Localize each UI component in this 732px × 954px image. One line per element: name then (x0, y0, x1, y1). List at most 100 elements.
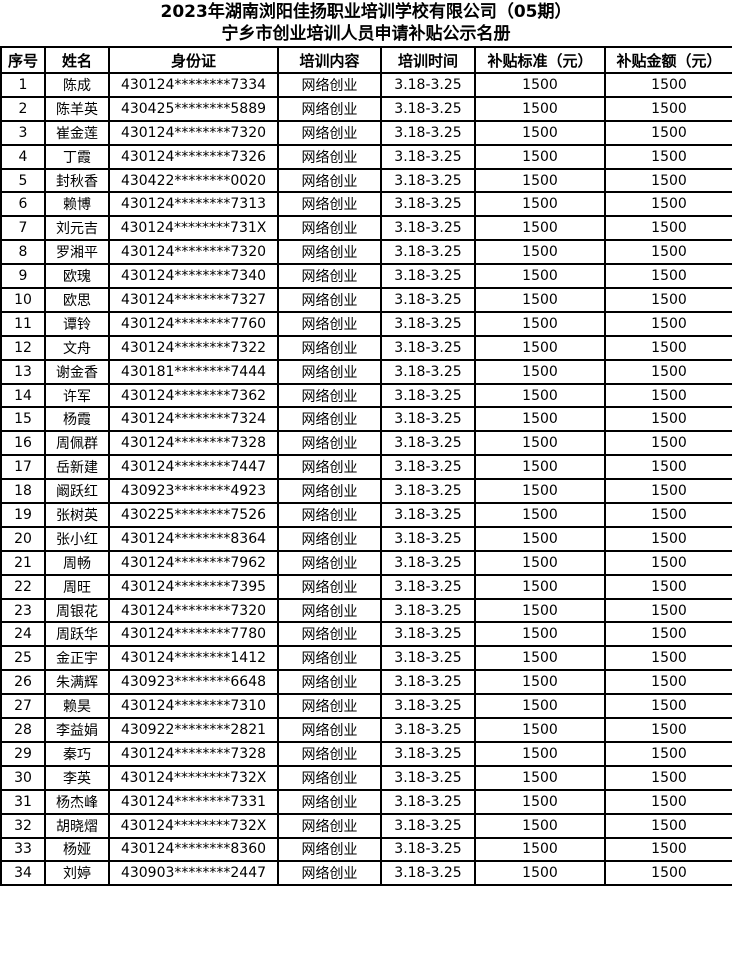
table-row: 24 周跃华 430124********7780 网络创业 3.18-3.25 1500… (0, 621, 732, 648)
cell-training_time: 3.18-3.25 (380, 693, 476, 720)
cell-id_number: 430124********7331 (108, 788, 279, 815)
cell-subsidy_amount: 1500 (604, 573, 732, 600)
cell-id_number: 430124********7320 (108, 239, 279, 266)
table-row: 10 欧思 430124********7327 网络创业 3.18-3.25 1500 1… (0, 287, 732, 313)
cell-subsidy_amount: 1500 (604, 502, 732, 528)
cell-subsidy_standard: 1500 (474, 788, 606, 815)
cell-training_content: 网络创业 (277, 836, 382, 863)
cell-training_time: 3.18-3.25 (380, 812, 476, 839)
cell-subsidy_standard: 1500 (474, 621, 606, 648)
cell-name: 杨杰峰 (44, 788, 110, 815)
cell-subsidy_amount: 1500 (604, 621, 732, 648)
header-subsidy-standard: 补贴标准（元） (474, 46, 606, 74)
cell-id_number: 430124********732X (108, 764, 279, 791)
table-row: 9 欧瑰 430124********7340 网络创业 3.18-3.25 1500 15… (0, 263, 732, 290)
cell-name: 罗湘平 (44, 239, 110, 266)
table-row: 8 罗湘平 430124********7320 网络创业 3.18-3.25 1500 1… (0, 239, 732, 266)
cell-name: 陈羊英 (44, 95, 110, 122)
cell-index: 12 (0, 334, 46, 361)
cell-name: 崔金莲 (44, 119, 110, 146)
cell-training_content: 网络创业 (277, 358, 382, 385)
cell-training_time: 3.18-3.25 (380, 191, 476, 218)
table-row: 16 周佩群 430124********7328 网络创业 3.18-3.25 1500… (0, 430, 732, 457)
cell-subsidy_standard: 1500 (474, 860, 606, 887)
cell-training_time: 3.18-3.25 (380, 764, 476, 791)
cell-id_number: 430124********7760 (108, 310, 279, 337)
cell-index: 14 (0, 382, 46, 409)
cell-training_content: 网络创业 (277, 597, 382, 624)
cell-id_number: 430124********7328 (108, 430, 279, 457)
cell-subsidy_amount: 1500 (604, 525, 732, 552)
cell-subsidy_standard: 1500 (474, 454, 606, 481)
title-line-2: 宁乡市创业培训人员申请补贴公示名册 (221, 24, 511, 44)
cell-training_content: 网络创业 (277, 119, 382, 146)
cell-training_content: 网络创业 (277, 860, 382, 887)
subsidy-roster-table: 序号 姓名 身份证 培训内容 培训时间 补贴标准（元） 补贴金额（元） 1 陈成 4… (0, 46, 732, 887)
cell-index: 32 (0, 812, 46, 839)
cell-subsidy_amount: 1500 (604, 72, 732, 98)
cell-subsidy_standard: 1500 (474, 836, 606, 863)
cell-training_content: 网络创业 (277, 621, 382, 648)
cell-name: 刘元吉 (44, 215, 110, 242)
cell-training_time: 3.18-3.25 (380, 502, 476, 528)
table-row: 4 丁霞 430124********7326 网络创业 3.18-3.25 1500 15… (0, 143, 732, 170)
cell-training_content: 网络创业 (277, 764, 382, 791)
table-body: 1 陈成 430124********7334 网络创业 3.18-3.25 1500 15… (0, 72, 732, 887)
cell-id_number: 430124********7340 (108, 263, 279, 290)
cell-name: 岳新建 (44, 454, 110, 481)
cell-index: 18 (0, 478, 46, 505)
cell-subsidy_standard: 1500 (474, 382, 606, 409)
cell-name: 封秋香 (44, 167, 110, 194)
cell-name: 张小红 (44, 525, 110, 552)
cell-training_content: 网络创业 (277, 215, 382, 242)
cell-name: 欧思 (44, 287, 110, 313)
cell-index: 29 (0, 740, 46, 767)
cell-id_number: 430922********2821 (108, 717, 279, 743)
cell-subsidy_amount: 1500 (604, 669, 732, 696)
cell-training_time: 3.18-3.25 (380, 717, 476, 743)
cell-id_number: 430422********0020 (108, 167, 279, 194)
cell-training_time: 3.18-3.25 (380, 430, 476, 457)
cell-training_content: 网络创业 (277, 95, 382, 122)
cell-index: 27 (0, 693, 46, 720)
cell-training_content: 网络创业 (277, 478, 382, 505)
table-row: 25 金正宇 430124********1412 网络创业 3.18-3.25 1500… (0, 645, 732, 672)
cell-name: 朱满辉 (44, 669, 110, 696)
cell-id_number: 430124********8360 (108, 836, 279, 863)
cell-id_number: 430124********7324 (108, 406, 279, 433)
cell-training_content: 网络创业 (277, 788, 382, 815)
cell-index: 23 (0, 597, 46, 624)
cell-id_number: 430124********7313 (108, 191, 279, 218)
cell-training_time: 3.18-3.25 (380, 860, 476, 887)
cell-name: 杨霞 (44, 406, 110, 433)
cell-subsidy_amount: 1500 (604, 454, 732, 481)
cell-index: 30 (0, 764, 46, 791)
cell-index: 33 (0, 836, 46, 863)
cell-subsidy_standard: 1500 (474, 72, 606, 98)
table-row: 32 胡晓熠 430124********732X 网络创业 3.18-3.25 1500… (0, 812, 732, 839)
table-row: 13 谢金香 430181********7444 网络创业 3.18-3.25 1500… (0, 358, 732, 385)
cell-subsidy_amount: 1500 (604, 263, 732, 290)
cell-subsidy_amount: 1500 (604, 215, 732, 242)
cell-subsidy_standard: 1500 (474, 430, 606, 457)
cell-training_time: 3.18-3.25 (380, 72, 476, 98)
table-row: 3 崔金莲 430124********7320 网络创业 3.18-3.25 1500 1… (0, 119, 732, 146)
cell-training_content: 网络创业 (277, 812, 382, 839)
cell-subsidy_standard: 1500 (474, 478, 606, 505)
cell-subsidy_standard: 1500 (474, 334, 606, 361)
cell-training_content: 网络创业 (277, 454, 382, 481)
cell-subsidy_standard: 1500 (474, 287, 606, 313)
cell-subsidy_standard: 1500 (474, 740, 606, 767)
cell-training_time: 3.18-3.25 (380, 454, 476, 481)
cell-training_content: 网络创业 (277, 740, 382, 767)
cell-subsidy_standard: 1500 (474, 191, 606, 218)
cell-subsidy_amount: 1500 (604, 836, 732, 863)
cell-training_content: 网络创业 (277, 382, 382, 409)
cell-name: 许军 (44, 382, 110, 409)
cell-training_content: 网络创业 (277, 645, 382, 672)
cell-name: 欧瑰 (44, 263, 110, 290)
cell-training_content: 网络创业 (277, 406, 382, 433)
cell-index: 31 (0, 788, 46, 815)
cell-training_content: 网络创业 (277, 239, 382, 266)
cell-id_number: 430124********7780 (108, 621, 279, 648)
